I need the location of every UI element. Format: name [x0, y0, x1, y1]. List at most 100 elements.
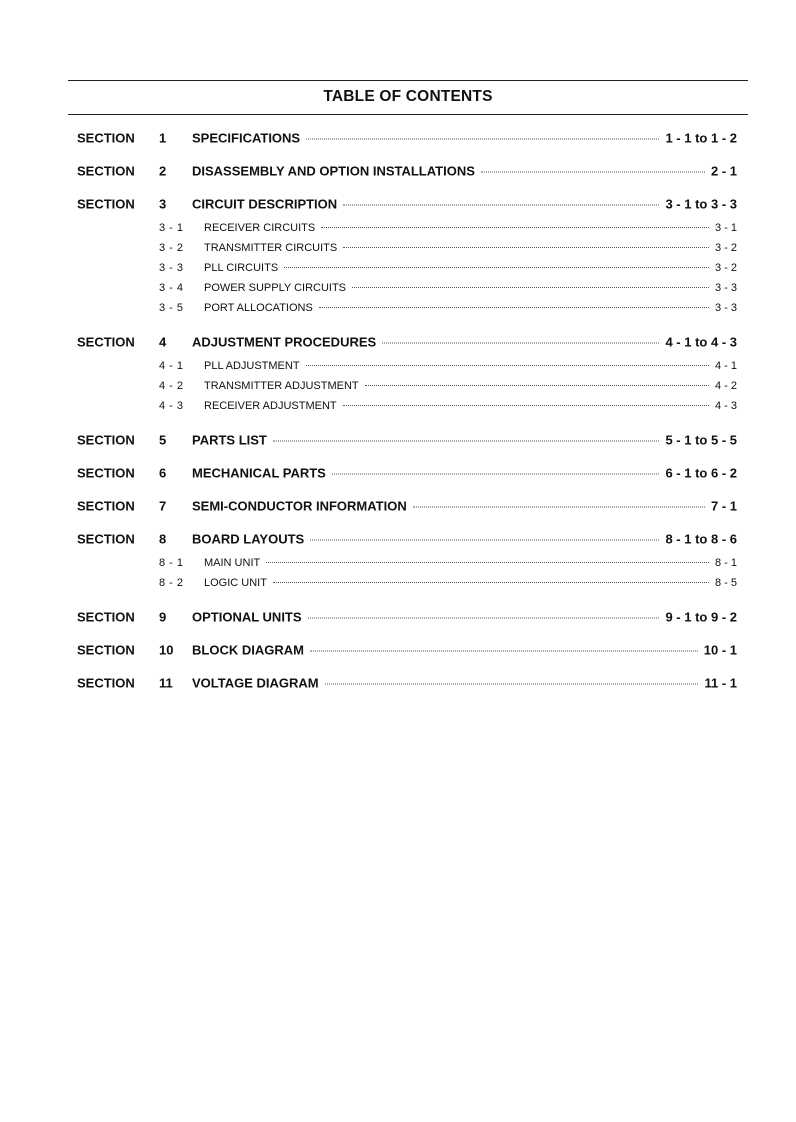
subsection-line: TRANSMITTER CIRCUITS 3 - 2: [204, 242, 737, 254]
section-label: SECTION: [77, 642, 135, 657]
dot-leader: [266, 562, 709, 563]
section-title: SPECIFICATIONS: [192, 130, 301, 145]
section-title: ADJUSTMENT PROCEDURES: [192, 334, 377, 349]
toc-section-entry[interactable]: SECTION 10 BLOCK DIAGRAM 10 - 1: [0, 633, 796, 666]
section-title: VOLTAGE DIAGRAM: [192, 675, 319, 690]
toc-subsection-entry[interactable]: 3 - 4 POWER SUPPLY CIRCUITS 3 - 3: [0, 278, 796, 298]
toc-section-entry[interactable]: SECTION 7 SEMI-CONDUCTOR INFORMATION 7 - 1: [0, 489, 796, 522]
subsection-pages: 8 - 5: [714, 577, 737, 589]
dot-leader: [480, 171, 705, 172]
dot-leader: [352, 287, 709, 288]
toc-subsection-entry[interactable]: 4 - 1 PLL ADJUSTMENT 4 - 1: [0, 356, 796, 376]
subsection-pages: 3 - 2: [714, 242, 737, 254]
section-pages: 9 - 1 to 9 - 2: [665, 609, 737, 624]
section-number: 6: [159, 465, 167, 480]
section-line: DISASSEMBLY AND OPTION INSTALLATIONS 2 - …: [192, 163, 737, 178]
toc-section-entry[interactable]: SECTION 4 ADJUSTMENT PROCEDURES 4 - 1 to 4 …: [0, 325, 796, 358]
subsection-number: 3 - 3: [159, 262, 184, 274]
top-rule: [68, 80, 748, 81]
subsection-title: LOGIC UNIT: [204, 577, 267, 589]
toc-subsection-entry[interactable]: 4 - 2 TRANSMITTER ADJUSTMENT 4 - 2: [0, 376, 796, 396]
subsection-line: TRANSMITTER ADJUSTMENT 4 - 2: [204, 380, 737, 392]
section-number: 8: [159, 531, 167, 546]
subsection-number: 4 - 1: [159, 360, 184, 372]
dot-leader: [310, 539, 660, 540]
toc-section-entry[interactable]: SECTION 1 SPECIFICATIONS 1 - 1 to 1 - 2: [0, 121, 796, 154]
dot-leader: [309, 650, 698, 651]
toc-subsection-entry[interactable]: 3 - 3 PLL CIRCUITS 3 - 2: [0, 258, 796, 278]
subsection-pages: 4 - 3: [714, 400, 737, 412]
dot-leader: [343, 247, 709, 248]
section-label: SECTION: [77, 334, 135, 349]
subsection-number: 3 - 2: [159, 242, 184, 254]
section-title: MECHANICAL PARTS: [192, 465, 326, 480]
table-of-contents: SECTION 1 SPECIFICATIONS 1 - 1 to 1 - 2 SECT…: [0, 121, 796, 699]
subsection-title: TRANSMITTER ADJUSTMENT: [204, 380, 359, 392]
section-pages: 8 - 1 to 8 - 6: [665, 531, 737, 546]
section-number: 2: [159, 163, 167, 178]
toc-section-entry[interactable]: SECTION 5 PARTS LIST 5 - 1 to 5 - 5: [0, 423, 796, 456]
section-pages: 4 - 1 to 4 - 3: [665, 334, 737, 349]
section-line: VOLTAGE DIAGRAM 11 - 1: [192, 675, 737, 690]
subsection-number: 3 - 4: [159, 282, 184, 294]
dot-leader: [342, 405, 709, 406]
subsection-number: 3 - 1: [159, 222, 184, 234]
subsection-line: PLL CIRCUITS 3 - 2: [204, 262, 737, 274]
subsection-title: PLL CIRCUITS: [204, 262, 279, 274]
section-number: 5: [159, 432, 167, 447]
dot-leader: [324, 683, 699, 684]
subsection-title: MAIN UNIT: [204, 557, 261, 569]
subsection-title: TRANSMITTER CIRCUITS: [204, 242, 338, 254]
toc-subsection-entry[interactable]: 3 - 2 TRANSMITTER CIRCUITS 3 - 2: [0, 238, 796, 258]
section-title: DISASSEMBLY AND OPTION INSTALLATIONS: [192, 163, 475, 178]
subsection-number: 3 - 5: [159, 302, 184, 314]
toc-subsection-entry[interactable]: 3 - 5 PORT ALLOCATIONS 3 - 3: [0, 298, 796, 318]
toc-section-entry[interactable]: SECTION 9 OPTIONAL UNITS 9 - 1 to 9 - 2: [0, 600, 796, 633]
toc-subsection-entry[interactable]: 8 - 2 LOGIC UNIT 8 - 5: [0, 573, 796, 593]
section-pages: 11 - 1: [704, 675, 737, 690]
subsection-line: POWER SUPPLY CIRCUITS 3 - 3: [204, 282, 737, 294]
toc-subsection-entry[interactable]: 4 - 3 RECEIVER ADJUSTMENT 4 - 3: [0, 396, 796, 416]
section-pages: 2 - 1: [710, 163, 737, 178]
section-pages: 10 - 1: [703, 642, 737, 657]
section-title: OPTIONAL UNITS: [192, 609, 302, 624]
subsection-pages: 3 - 2: [714, 262, 737, 274]
section-pages: 7 - 1: [710, 498, 737, 513]
subsection-pages: 4 - 2: [714, 380, 737, 392]
section-line: OPTIONAL UNITS 9 - 1 to 9 - 2: [192, 609, 737, 624]
subsection-line: RECEIVER ADJUSTMENT 4 - 3: [204, 400, 737, 412]
subsection-list: 8 - 1 MAIN UNIT 8 - 1 8 - 2 LOGIC UNIT 8 - 5: [0, 553, 796, 593]
section-number: 4: [159, 334, 167, 349]
section-title: CIRCUIT DESCRIPTION: [192, 196, 338, 211]
subsection-title: PORT ALLOCATIONS: [204, 302, 313, 314]
section-number: 3: [159, 196, 167, 211]
subsection-line: PORT ALLOCATIONS 3 - 3: [204, 302, 737, 314]
subsection-title: POWER SUPPLY CIRCUITS: [204, 282, 347, 294]
subsection-number: 8 - 2: [159, 577, 184, 589]
toc-subsection-entry[interactable]: 8 - 1 MAIN UNIT 8 - 1: [0, 553, 796, 573]
subsection-line: RECEIVER CIRCUITS 3 - 1: [204, 222, 737, 234]
toc-section-entry[interactable]: SECTION 6 MECHANICAL PARTS 6 - 1 to 6 - 2: [0, 456, 796, 489]
subsection-number: 4 - 3: [159, 400, 184, 412]
section-number: 7: [159, 498, 167, 513]
section-number: 10: [159, 642, 174, 657]
section-title: SEMI-CONDUCTOR INFORMATION: [192, 498, 407, 513]
toc-section-entry[interactable]: SECTION 8 BOARD LAYOUTS 8 - 1 to 8 - 6: [0, 522, 796, 555]
section-title: BLOCK DIAGRAM: [192, 642, 304, 657]
toc-section-entry[interactable]: SECTION 2 DISASSEMBLY AND OPTION INSTALLAT…: [0, 154, 796, 187]
dot-leader: [364, 385, 709, 386]
dot-leader: [307, 617, 660, 618]
section-line: BLOCK DIAGRAM 10 - 1: [192, 642, 737, 657]
dot-leader: [382, 342, 660, 343]
section-line: CIRCUIT DESCRIPTION 3 - 1 to 3 - 3: [192, 196, 737, 211]
toc-section-entry[interactable]: SECTION 11 VOLTAGE DIAGRAM 11 - 1: [0, 666, 796, 699]
dot-leader: [331, 473, 660, 474]
toc-subsection-entry[interactable]: 3 - 1 RECEIVER CIRCUITS 3 - 1: [0, 218, 796, 238]
section-number: 9: [159, 609, 167, 624]
toc-section-entry[interactable]: SECTION 3 CIRCUIT DESCRIPTION 3 - 1 to 3 - …: [0, 187, 796, 220]
section-label: SECTION: [77, 163, 135, 178]
section-label: SECTION: [77, 609, 135, 624]
section-label: SECTION: [77, 465, 135, 480]
section-title: BOARD LAYOUTS: [192, 531, 305, 546]
